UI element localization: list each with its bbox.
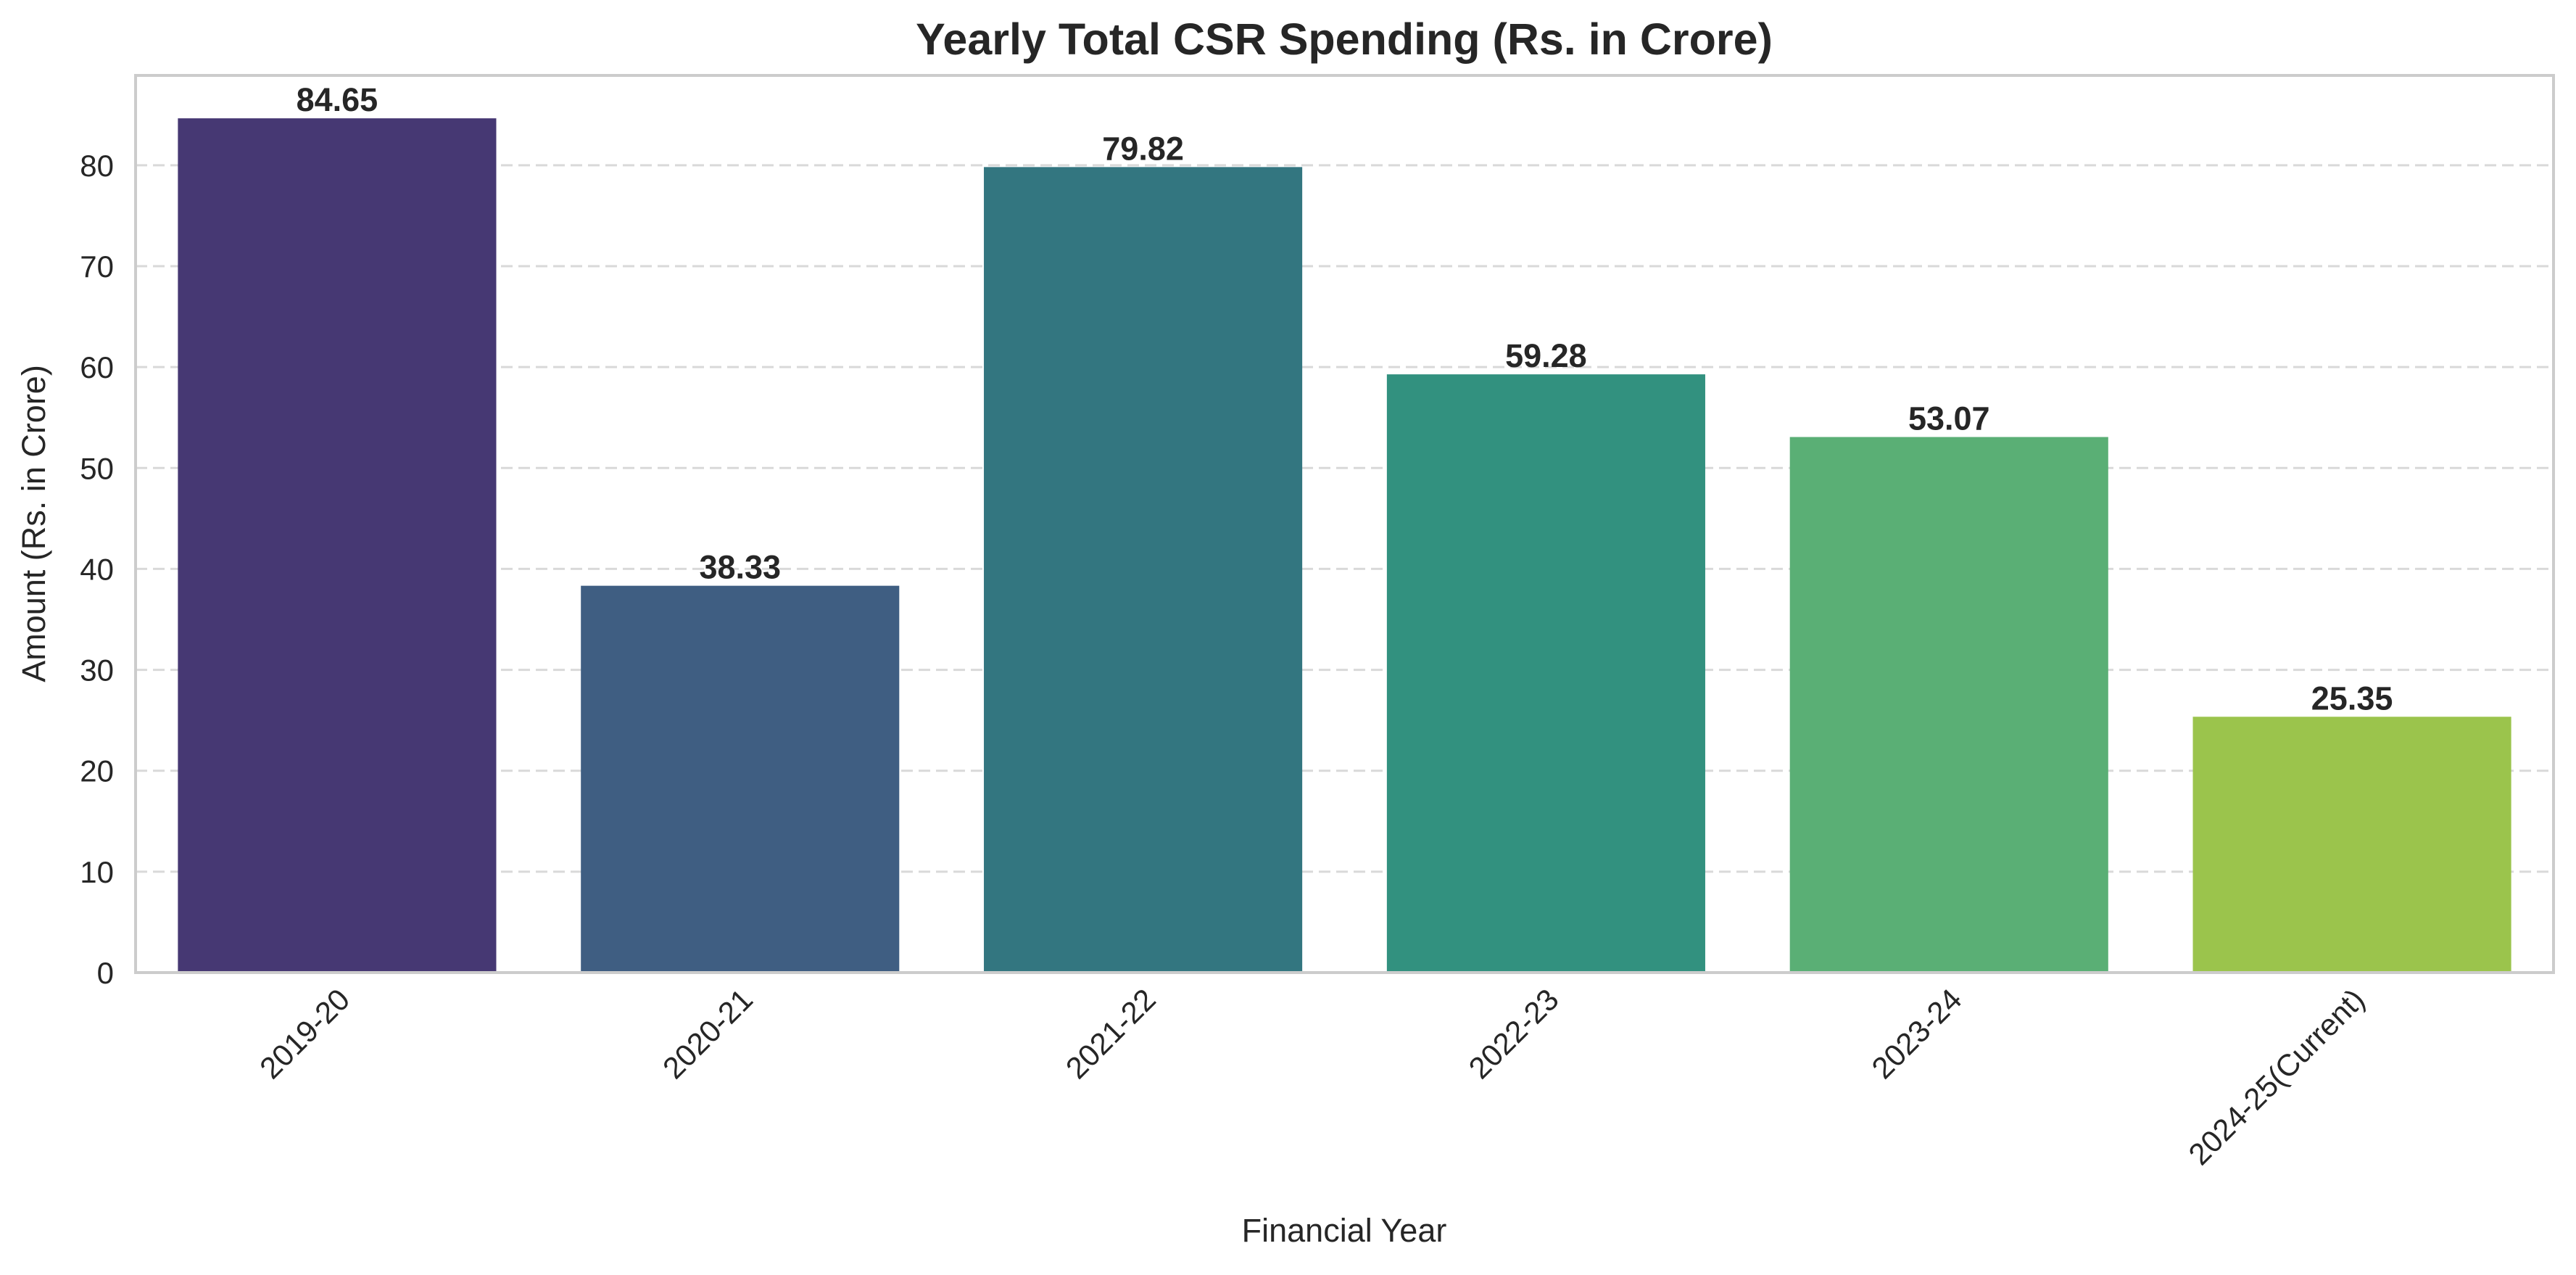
x-tick-label: 2023-24 <box>1865 982 1968 1085</box>
x-tick-label: 2022-23 <box>1462 982 1565 1085</box>
x-axis-label: Financial Year <box>1242 1212 1447 1249</box>
x-tick-label: 2024-25(Current) <box>2182 982 2371 1171</box>
x-tick-label: 2021-22 <box>1059 982 1162 1085</box>
bar <box>178 118 497 973</box>
y-axis-label: Amount (Rs. in Crore) <box>15 365 52 682</box>
data-labels: 84.65 38.33 79.82 59.28 53.07 25.35 <box>297 81 2393 717</box>
y-tick-label: 30 <box>80 653 114 688</box>
y-tick-label: 50 <box>80 451 114 485</box>
bar <box>984 167 1303 973</box>
x-tick-label: 2019-20 <box>253 982 356 1085</box>
data-label: 25.35 <box>2311 680 2393 717</box>
bar <box>1789 437 2108 973</box>
data-label: 59.28 <box>1505 337 1587 374</box>
bar <box>2192 717 2511 973</box>
gridlines <box>136 164 2554 873</box>
bar <box>581 585 900 973</box>
bar <box>1386 374 1705 973</box>
y-tick-label: 20 <box>80 754 114 788</box>
data-label: 79.82 <box>1102 130 1184 167</box>
y-tick-label: 80 <box>80 149 114 183</box>
data-label: 38.33 <box>699 549 781 586</box>
x-tick-label: 2020-21 <box>656 982 759 1085</box>
data-label: 53.07 <box>1908 400 1990 437</box>
plot-frame <box>134 74 2555 974</box>
chart-title: Yearly Total CSR Spending (Rs. in Crore) <box>916 15 1773 64</box>
y-tick-label: 70 <box>80 249 114 284</box>
y-axis-ticks: 0 10 20 30 40 50 60 70 80 <box>80 149 114 990</box>
data-label: 84.65 <box>297 81 378 118</box>
y-tick-label: 60 <box>80 350 114 384</box>
x-axis-ticks: 2019-20 2020-21 2021-22 2022-23 2023-24 2024-… <box>253 982 2371 1171</box>
y-tick-label: 0 <box>97 956 114 990</box>
y-tick-label: 40 <box>80 552 114 586</box>
y-tick-label: 10 <box>80 855 114 889</box>
bars <box>178 118 2511 973</box>
